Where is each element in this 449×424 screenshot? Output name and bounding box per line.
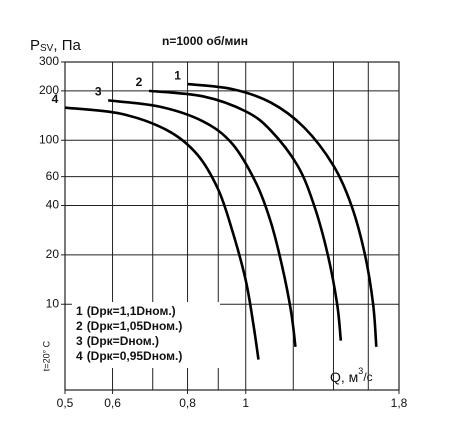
chart-title: n=1000 об/мин bbox=[162, 34, 248, 48]
x-tick-label: 1 bbox=[242, 396, 249, 410]
legend-description: (Dрк=1,05Dном.) bbox=[87, 319, 183, 333]
y-label-unit: , Па bbox=[53, 37, 81, 54]
y-tick-label: 200 bbox=[39, 83, 59, 97]
legend-entry: 1 (Dрк=1,1Dном.) bbox=[76, 304, 176, 318]
y-tick-label: 300 bbox=[39, 54, 59, 68]
legend-entry: 4 (Dрк=0,95Dном.) bbox=[76, 349, 182, 363]
x-tick-label: 0,5 bbox=[57, 396, 74, 410]
y-tick-label: 100 bbox=[39, 132, 59, 146]
x-tick-label: 0,8 bbox=[179, 396, 196, 410]
x-label-sup: 3 bbox=[358, 366, 363, 376]
y-tick-label: 20 bbox=[46, 247, 60, 261]
legend-description: (Dрк=1,1Dном.) bbox=[87, 304, 176, 318]
legend-entry: 3 (Dрк=Dном.) bbox=[76, 334, 159, 348]
x-label-main: Q, м bbox=[330, 369, 358, 385]
y-tick-label: 10 bbox=[46, 296, 60, 310]
y-tick-label: 60 bbox=[46, 169, 60, 183]
legend-number: 2 bbox=[76, 319, 83, 333]
legend-number: 1 bbox=[76, 304, 83, 318]
curve-label: 4 bbox=[52, 92, 59, 106]
legend-entry: 2 (Dрк=1,05Dном.) bbox=[76, 319, 182, 333]
curve-label: 3 bbox=[95, 85, 102, 99]
curve bbox=[64, 106, 260, 360]
y-label-main: P bbox=[30, 37, 40, 54]
curve bbox=[187, 82, 378, 347]
legend-number: 4 bbox=[76, 349, 83, 363]
x-axis-label: Q, м3/с bbox=[330, 366, 373, 384]
curve bbox=[107, 99, 297, 347]
y-label-sub: SV bbox=[40, 43, 54, 54]
curve-label: 1 bbox=[174, 68, 181, 82]
y-tick-label: 40 bbox=[46, 198, 60, 212]
temperature-note: t=20° C bbox=[41, 340, 51, 371]
legend-description: (Dрк=0,95Dном.) bbox=[87, 349, 183, 363]
legend-number: 3 bbox=[76, 334, 83, 348]
x-tick-label: 1,8 bbox=[391, 396, 408, 410]
y-axis-label: PSV, Па bbox=[30, 37, 81, 54]
x-tick-label: 0,6 bbox=[104, 396, 121, 410]
legend-description: (Dрк=Dном.) bbox=[87, 334, 159, 348]
curve-label: 2 bbox=[136, 75, 143, 89]
curve bbox=[148, 89, 343, 341]
legend-box bbox=[72, 302, 220, 368]
